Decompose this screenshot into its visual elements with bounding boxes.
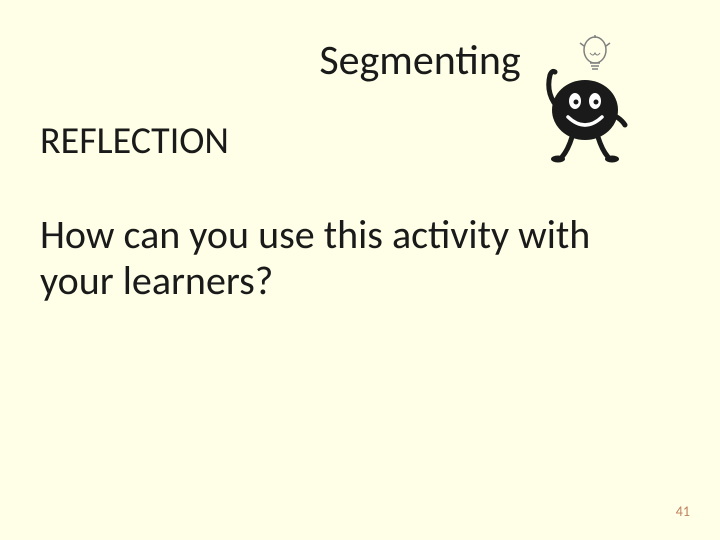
lightbulb-icon <box>580 35 610 69</box>
idea-character-icon <box>520 35 640 165</box>
slide-container: Segmenting <box>0 0 720 540</box>
slide-body-text: How can you use this activity with your … <box>40 212 640 304</box>
page-number: 41 <box>676 503 690 520</box>
